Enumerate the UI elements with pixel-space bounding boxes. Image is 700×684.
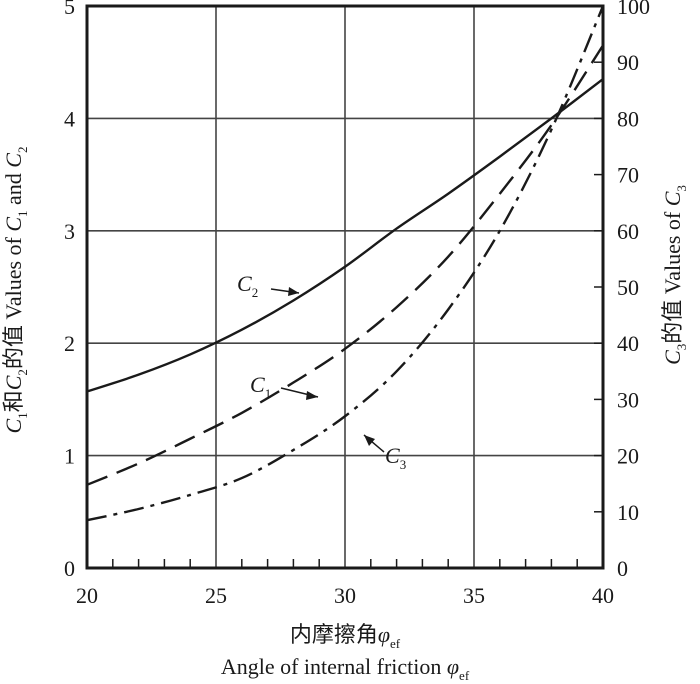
c3-arrowhead <box>364 435 375 446</box>
y-axis-title-right: C3的值 Values of C3 <box>660 185 689 365</box>
c2-arrowhead <box>288 287 299 296</box>
series-line-c2 <box>86 78 604 393</box>
grid <box>87 6 603 568</box>
y-right-tick-label: 0 <box>617 556 628 581</box>
y-left-tick-label: 0 <box>64 556 75 581</box>
svg-text:C2: C2 <box>237 271 258 300</box>
series-label-c2: C2 <box>237 271 300 300</box>
y-right-tick-label: 10 <box>617 500 639 525</box>
y-right-tick-label: 40 <box>617 331 639 356</box>
y-right-tick-label: 20 <box>617 444 639 469</box>
x-tick-label: 35 <box>463 583 485 608</box>
x-axis-title-zh: 内摩擦角φef <box>290 622 401 651</box>
x-tick-label: 30 <box>334 583 356 608</box>
x-tick-label: 25 <box>205 583 227 608</box>
y-right-tick-label: 90 <box>617 50 639 75</box>
series-line-c1 <box>86 44 605 486</box>
x-tick-label: 40 <box>592 583 614 608</box>
series-line-c3 <box>86 5 605 522</box>
y-right-tick-label: 70 <box>617 163 639 188</box>
x-axis-title-en: Angle of internal friction φef <box>221 654 470 683</box>
series-label-c3: C3 <box>363 434 406 472</box>
y-left-tick-label: 1 <box>64 444 75 469</box>
y-right-tick-label: 100 <box>617 0 650 19</box>
svg-text:C3: C3 <box>385 443 406 472</box>
axis-ticks <box>112 5 603 569</box>
y-axis-title-left: C1和C2的值 Values of C1 and C2 <box>1 146 30 433</box>
series-label-c1: C1 <box>250 372 319 401</box>
y-right-tick-label: 80 <box>617 106 639 131</box>
y-left-tick-label: 3 <box>64 219 75 244</box>
series-lines <box>86 5 605 522</box>
y-right-tick-label: 50 <box>617 275 639 300</box>
x-tick-label: 20 <box>76 583 98 608</box>
svg-text:C1: C1 <box>250 372 271 401</box>
y-left-tick-label: 4 <box>64 106 75 131</box>
y-left-tick-label: 5 <box>64 0 75 19</box>
y-left-tick-label: 2 <box>64 331 75 356</box>
y-right-tick-label: 60 <box>617 219 639 244</box>
y-right-tick-label: 30 <box>617 387 639 412</box>
c1-arrowhead <box>306 391 318 400</box>
